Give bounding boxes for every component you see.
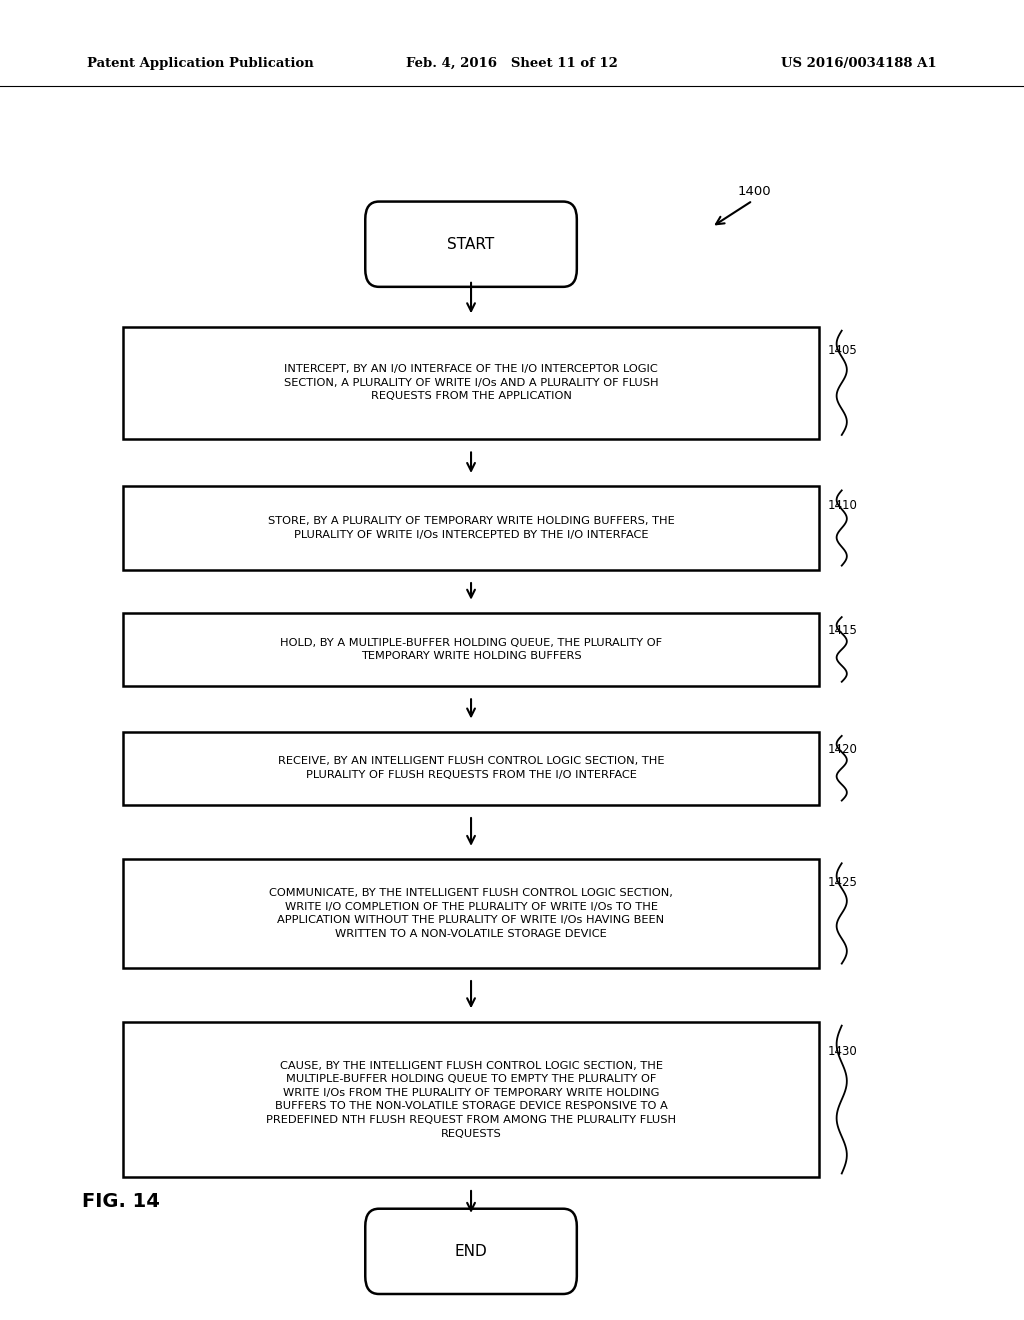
Text: 1410: 1410 [827,499,857,512]
Bar [123,612,819,686]
Text: STORE, BY A PLURALITY OF TEMPORARY WRITE HOLDING BUFFERS, THE
PLURALITY OF WRITE: STORE, BY A PLURALITY OF TEMPORARY WRITE… [267,516,675,540]
Text: FIG. 14: FIG. 14 [82,1192,160,1210]
Bar [123,1022,819,1177]
Text: RECEIVE, BY AN INTELLIGENT FLUSH CONTROL LOGIC SECTION, THE
PLURALITY OF FLUSH R: RECEIVE, BY AN INTELLIGENT FLUSH CONTROL… [278,756,665,780]
Text: 1420: 1420 [827,743,857,756]
Bar [123,731,819,805]
Text: 1405: 1405 [827,343,857,356]
Text: 1400: 1400 [737,185,771,198]
Text: US 2016/0034188 A1: US 2016/0034188 A1 [781,57,937,70]
FancyBboxPatch shape [366,202,577,286]
Text: HOLD, BY A MULTIPLE-BUFFER HOLDING QUEUE, THE PLURALITY OF
TEMPORARY WRITE HOLDI: HOLD, BY A MULTIPLE-BUFFER HOLDING QUEUE… [280,638,663,661]
Text: CAUSE, BY THE INTELLIGENT FLUSH CONTROL LOGIC SECTION, THE
MULTIPLE-BUFFER HOLDI: CAUSE, BY THE INTELLIGENT FLUSH CONTROL … [266,1060,676,1139]
Text: Feb. 4, 2016   Sheet 11 of 12: Feb. 4, 2016 Sheet 11 of 12 [407,57,617,70]
Bar [123,487,819,570]
Bar [123,859,819,968]
Text: Patent Application Publication: Patent Application Publication [87,57,313,70]
Text: COMMUNICATE, BY THE INTELLIGENT FLUSH CONTROL LOGIC SECTION,
WRITE I/O COMPLETIO: COMMUNICATE, BY THE INTELLIGENT FLUSH CO… [269,888,673,939]
Text: END: END [455,1243,487,1259]
Bar [123,327,819,438]
Text: START: START [447,236,495,252]
Text: INTERCEPT, BY AN I/O INTERFACE OF THE I/O INTERCEPTOR LOGIC
SECTION, A PLURALITY: INTERCEPT, BY AN I/O INTERFACE OF THE I/… [284,364,658,401]
Text: 1415: 1415 [827,624,857,638]
Text: 1425: 1425 [827,875,857,888]
FancyBboxPatch shape [366,1209,577,1294]
Text: 1430: 1430 [827,1045,857,1059]
